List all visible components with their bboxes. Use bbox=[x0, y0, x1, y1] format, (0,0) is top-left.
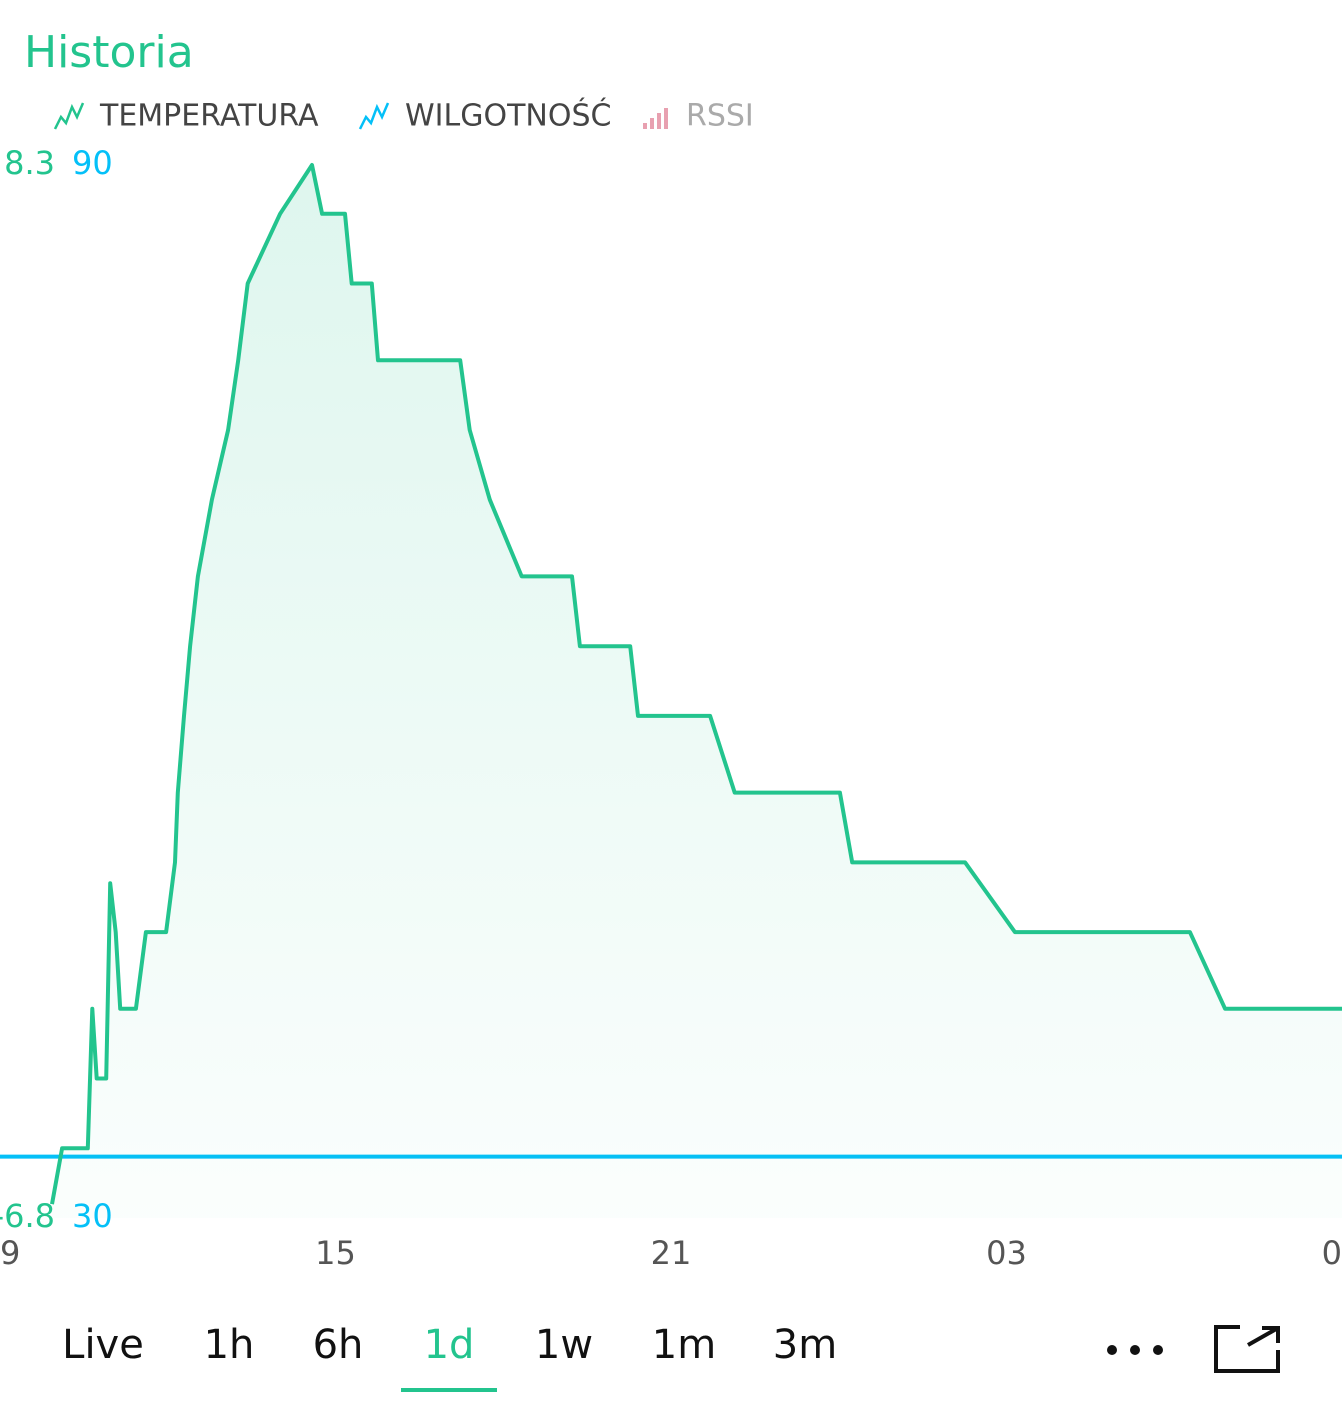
legend-icon bbox=[358, 102, 390, 130]
y2-tick-label: 90 bbox=[72, 144, 113, 182]
x-tick-label: 09 bbox=[0, 1234, 20, 1272]
series-line bbox=[50, 163, 1342, 1205]
y-tick-label: 8.3 bbox=[4, 144, 55, 182]
share-icon bbox=[1214, 1325, 1280, 1373]
time-range-button[interactable]: 1w bbox=[535, 1322, 593, 1368]
x-tick-label: 15 bbox=[315, 1234, 356, 1272]
more-button[interactable] bbox=[1107, 1345, 1163, 1355]
widget-title: Historia bbox=[24, 27, 194, 78]
legend-label[interactable]: RSSI bbox=[686, 99, 754, 134]
x-tick-label: 03 bbox=[986, 1234, 1027, 1272]
y-tick-label: -6.8 bbox=[0, 1197, 55, 1235]
time-range-button[interactable]: 1d bbox=[424, 1322, 475, 1368]
time-range-button[interactable]: 3m bbox=[773, 1322, 837, 1368]
legend-icon bbox=[657, 113, 661, 129]
time-range-button[interactable]: 1m bbox=[652, 1322, 716, 1368]
legend-label[interactable]: TEMPERATURA bbox=[99, 99, 319, 134]
x-tick-label: 21 bbox=[651, 1234, 692, 1272]
legend-icon bbox=[664, 108, 668, 129]
legend-icon bbox=[53, 102, 85, 130]
legend-icon bbox=[643, 123, 647, 129]
time-range-button[interactable]: 1h bbox=[204, 1322, 255, 1368]
dot bbox=[1130, 1345, 1140, 1355]
x-tick-label: 09 bbox=[1322, 1234, 1342, 1272]
legend-icon bbox=[650, 118, 654, 129]
dot bbox=[1107, 1345, 1117, 1355]
selected-underline bbox=[401, 1388, 497, 1392]
legend-label[interactable]: WILGOTNOŚĆ bbox=[405, 97, 611, 134]
dot bbox=[1153, 1345, 1163, 1355]
share-icon-arrow bbox=[1247, 1326, 1280, 1347]
time-range-button[interactable]: Live bbox=[62, 1322, 144, 1368]
area-fill bbox=[52, 165, 1342, 1218]
time-range-button[interactable]: 6h bbox=[313, 1322, 364, 1368]
share-button[interactable] bbox=[1214, 1325, 1280, 1373]
